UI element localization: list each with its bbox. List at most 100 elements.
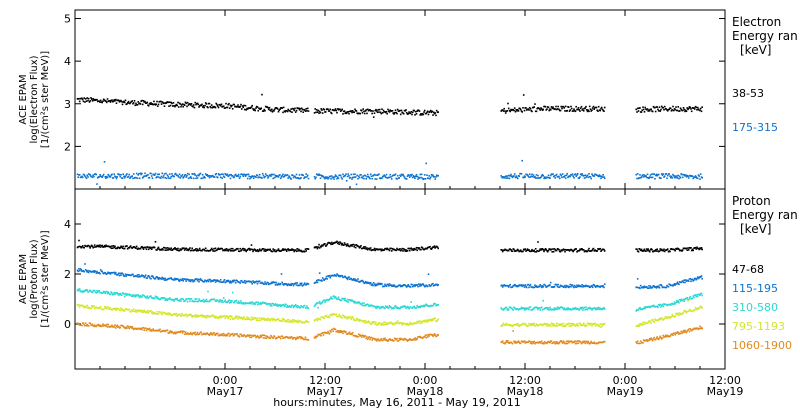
data-point xyxy=(313,337,316,339)
electron-legend-title: Energy ran xyxy=(732,29,798,43)
data-point xyxy=(366,338,369,341)
data-point xyxy=(349,316,352,318)
data-point xyxy=(548,109,550,112)
data-point xyxy=(519,249,522,251)
data-point xyxy=(513,109,515,112)
data-point xyxy=(651,110,654,113)
data-point xyxy=(388,283,391,285)
data-point xyxy=(219,299,221,301)
data-point xyxy=(540,323,543,326)
data-point xyxy=(571,284,574,286)
data-point xyxy=(227,250,229,252)
data-point xyxy=(657,108,659,111)
data-point xyxy=(542,174,544,177)
data-point xyxy=(522,94,525,96)
data-point xyxy=(329,108,331,111)
data-point xyxy=(637,110,640,112)
data-point xyxy=(88,245,91,248)
data-point xyxy=(662,106,664,109)
data-point xyxy=(675,301,677,304)
data-point xyxy=(207,315,210,317)
data-point xyxy=(404,305,406,308)
data-point xyxy=(539,309,541,311)
data-point xyxy=(232,280,235,283)
data-point xyxy=(367,304,370,306)
data-point xyxy=(335,275,337,277)
data-point xyxy=(510,341,513,344)
data-point xyxy=(127,175,130,178)
data-point xyxy=(81,304,84,307)
data-point xyxy=(399,337,402,340)
data-point xyxy=(345,317,348,319)
data-point xyxy=(504,177,506,179)
data-point xyxy=(409,286,412,288)
data-point xyxy=(414,339,416,341)
data-point xyxy=(537,308,539,311)
data-point xyxy=(649,306,652,308)
data-point xyxy=(699,294,701,296)
data-point xyxy=(555,173,558,176)
data-point xyxy=(593,284,595,286)
data-point xyxy=(699,248,702,250)
data-point xyxy=(269,304,271,307)
data-point xyxy=(435,176,437,178)
data-point xyxy=(339,330,342,332)
data-point xyxy=(297,306,300,308)
data-point xyxy=(273,108,276,111)
data-point xyxy=(519,250,521,252)
data-point xyxy=(399,307,401,310)
data-point xyxy=(122,173,124,175)
data-point xyxy=(187,249,190,252)
data-point xyxy=(573,340,576,342)
data-point xyxy=(318,247,321,249)
data-point xyxy=(373,337,376,340)
data-point xyxy=(419,306,421,309)
data-point xyxy=(284,111,286,113)
data-point xyxy=(659,303,661,306)
data-point xyxy=(529,324,532,327)
data-point xyxy=(305,108,307,110)
data-point xyxy=(184,299,187,302)
data-point xyxy=(317,109,319,112)
data-point xyxy=(402,173,404,176)
data-point xyxy=(591,325,593,327)
data-point xyxy=(376,111,379,114)
data-point xyxy=(545,248,547,251)
data-point xyxy=(659,335,661,338)
electron-legend-entry: 38-53 xyxy=(732,87,764,100)
data-point xyxy=(516,324,518,326)
data-point xyxy=(577,107,580,109)
data-point xyxy=(419,335,421,338)
data-point xyxy=(507,174,510,177)
data-point xyxy=(647,110,649,112)
data-point xyxy=(226,316,229,318)
data-point xyxy=(543,177,545,180)
data-point xyxy=(108,174,110,177)
data-point xyxy=(679,176,682,179)
data-point xyxy=(193,300,196,303)
data-point xyxy=(416,320,418,323)
data-point xyxy=(555,342,558,345)
data-point xyxy=(250,244,253,246)
data-point xyxy=(594,286,597,288)
data-point xyxy=(134,104,136,107)
data-point xyxy=(591,107,594,109)
data-point xyxy=(304,110,307,112)
data-point xyxy=(301,108,304,111)
data-point xyxy=(677,313,679,315)
data-point xyxy=(116,324,118,327)
data-point xyxy=(347,301,349,303)
data-point xyxy=(177,247,179,250)
data-point xyxy=(381,283,383,285)
data-point xyxy=(96,183,98,185)
data-point xyxy=(399,109,401,112)
data-point xyxy=(642,286,645,289)
data-point xyxy=(239,247,241,250)
data-point xyxy=(114,324,116,326)
data-point xyxy=(106,176,109,179)
data-point xyxy=(287,248,289,250)
data-point xyxy=(169,330,172,332)
data-point xyxy=(252,250,254,253)
data-point xyxy=(655,250,658,252)
data-point xyxy=(253,108,256,111)
